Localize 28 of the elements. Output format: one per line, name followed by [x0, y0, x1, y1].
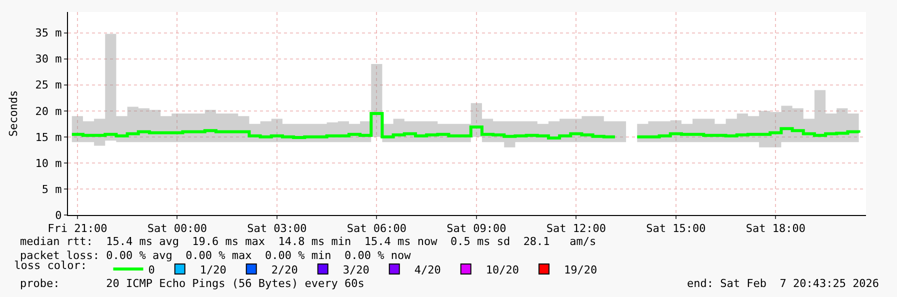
- legend-label: 1/20: [200, 263, 226, 276]
- x-tick-label: Sat 12:00: [546, 222, 606, 236]
- y-tick-label: 20 m: [35, 104, 62, 118]
- y-tick-label: 30 m: [35, 52, 62, 66]
- text: end: Sat Feb 7 20:43:25 2026: [687, 277, 880, 290]
- y-tick-label: 0: [55, 208, 62, 222]
- x-tick-label: Sat 15:00: [646, 222, 706, 236]
- x-tick-label: Sat 03:00: [247, 222, 307, 236]
- legend-label: 10/20: [486, 263, 519, 276]
- legend-label: 4/20: [414, 263, 441, 276]
- y-tick-label: 10 m: [35, 156, 62, 170]
- legend-label: 0: [148, 263, 155, 276]
- y-tick-label: 25 m: [35, 78, 62, 92]
- y-axis-title: Seconds: [6, 90, 20, 137]
- y-tick-label: 35 m: [35, 26, 62, 40]
- y-tick-label: 15 m: [35, 130, 62, 144]
- legend-label: 2/20: [271, 263, 298, 276]
- text: median rtt: 15.4 ms avg 19.6 ms max 14.8 ms min 15.4 ms now 0.5 ms sd 28.1 am/s: [20, 235, 596, 248]
- x-tick-label: Sat 09:00: [446, 222, 506, 236]
- text: probe: 20 ICMP Echo Pings (56 Bytes) every 60s: [20, 277, 364, 290]
- x-tick-label: Sat 06:00: [346, 222, 406, 236]
- x-tick-label: Fri 21:00: [48, 222, 108, 236]
- x-tick-label: Sat 18:00: [746, 222, 806, 236]
- y-tick-label: 5 m: [42, 182, 62, 196]
- legend-label: 3/20: [342, 263, 370, 276]
- x-tick-label: Sat 00:00: [147, 222, 207, 236]
- text: packet loss: 0.00 % avg 0.00 % max 0.00 % min 0.00 % now: [20, 249, 412, 262]
- legend-label: 19/20: [564, 263, 598, 276]
